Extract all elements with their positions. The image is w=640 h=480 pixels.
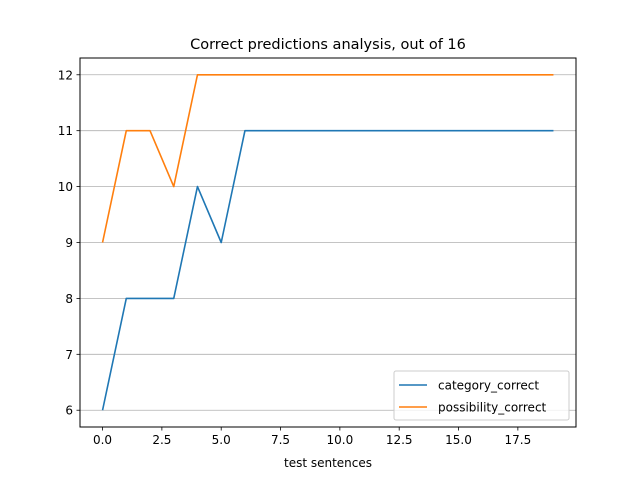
x-tick-label: 5.0 — [212, 433, 231, 447]
x-tick-label: 15.0 — [445, 433, 472, 447]
x-tick-label: 2.5 — [152, 433, 171, 447]
y-tick-label: 11 — [58, 124, 73, 138]
legend-label: possibility_correct — [438, 401, 547, 415]
chart-title: Correct predictions analysis, out of 16 — [190, 37, 466, 53]
x-tick-label: 17.5 — [504, 433, 531, 447]
y-tick-label: 7 — [65, 348, 73, 362]
x-tick-label: 7.5 — [271, 433, 290, 447]
y-tick-label: 9 — [65, 236, 73, 250]
legend: category_correct possibility_correct — [393, 370, 570, 421]
y-axis-ticks: 6 7 8 9 10 11 12 — [58, 68, 80, 418]
y-tick-label: 12 — [58, 68, 73, 82]
y-tick-label: 8 — [65, 292, 73, 306]
x-tick-label: 12.5 — [386, 433, 413, 447]
series-line-possibility-correct — [101, 73, 554, 243]
legend-label: category_correct — [438, 379, 539, 393]
x-tick-label: 0.0 — [93, 433, 112, 447]
series-line-category-correct — [101, 129, 554, 411]
y-tick-label: 6 — [65, 404, 73, 418]
y-tick-label: 10 — [58, 180, 73, 194]
x-tick-label: 10.0 — [327, 433, 354, 447]
legend-box — [393, 370, 570, 421]
x-axis-ticks: 0.0 2.5 5.0 7.5 10.0 12.5 15.0 17.5 — [93, 427, 531, 447]
x-axis-label: test sentences — [284, 456, 372, 470]
series-lines — [101, 73, 554, 411]
